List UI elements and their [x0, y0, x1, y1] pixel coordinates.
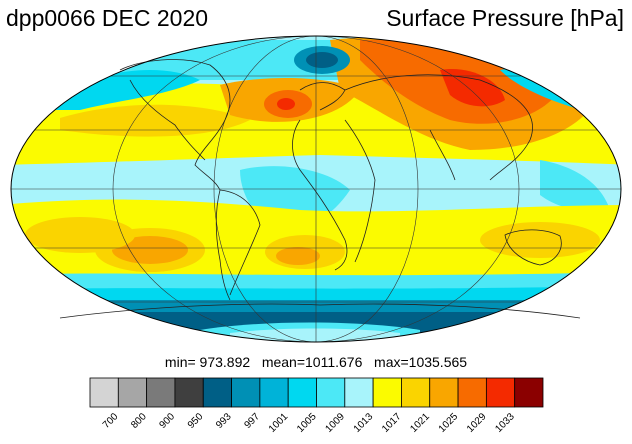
graticule [11, 36, 621, 342]
variable-title: Surface Pressure [hPa] [386, 5, 624, 31]
run-title: dpp0066 DEC 2020 [6, 5, 209, 31]
map-outline [10, 35, 622, 343]
coastlines [59, 59, 581, 319]
statistics-line: min= 973.892 mean=1011.676 max=1035.565 [164, 354, 468, 370]
